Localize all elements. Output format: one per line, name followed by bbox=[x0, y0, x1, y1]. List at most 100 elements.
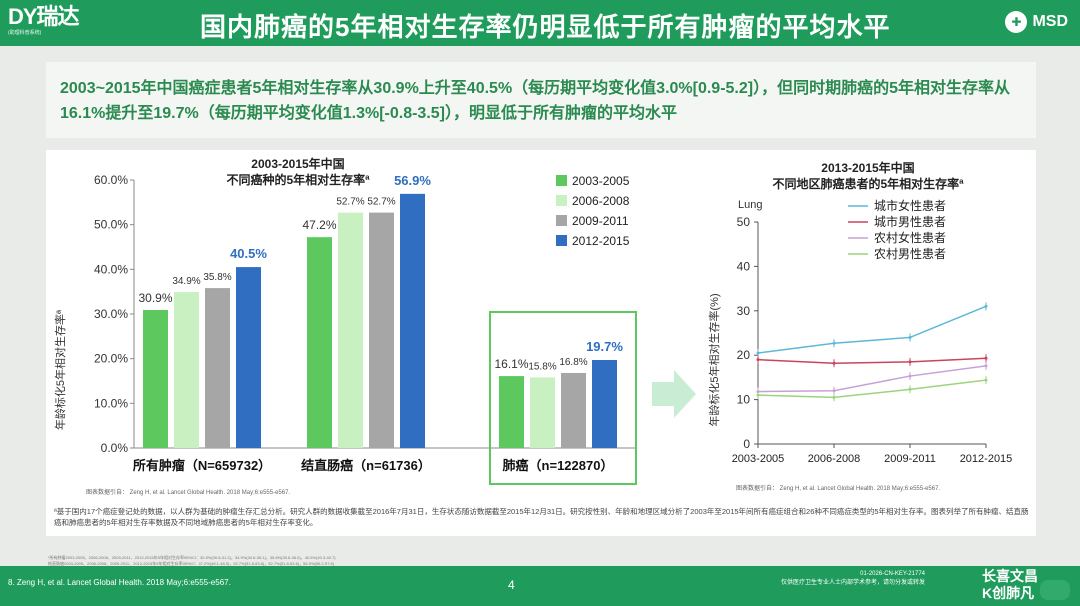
bar-chart-data-label: 52.7% bbox=[336, 197, 364, 208]
footer-bar: 8. Zeng H, et al. Lancet Global Health. … bbox=[0, 566, 1080, 606]
line-chart-legend-label: 城市女性患者 bbox=[874, 198, 946, 213]
line-chart-point bbox=[984, 356, 988, 360]
bar-chart-bar bbox=[530, 377, 555, 448]
app-logo[interactable]: DY瑞达 (助理科普系统) bbox=[8, 6, 88, 42]
line-chart-point bbox=[832, 389, 836, 393]
line-chart-point bbox=[756, 393, 760, 397]
line-chart-point bbox=[984, 304, 988, 308]
line-chart-point bbox=[908, 387, 912, 391]
bar-chart-data-label: 47.2% bbox=[302, 218, 336, 232]
bar-chart-bar bbox=[338, 212, 363, 448]
charts-svg: 2003-2015年中国 不同癌种的5年相对生存率ª 0.0% 10.0% 20.0… bbox=[53, 156, 1013, 496]
line-chart-series bbox=[756, 302, 988, 402]
bar-chart-legend-label: 2003-2005 bbox=[572, 174, 630, 188]
line-chart-y-tick-label: 50 bbox=[737, 215, 751, 229]
page-title: 国内肺癌的5年相对生存率仍明显低于所有肿瘤的平均水平 bbox=[200, 12, 891, 42]
footer-reference: 8. Zeng H, et al. Lancet Global Health. … bbox=[8, 578, 231, 587]
lung-icon bbox=[1040, 580, 1070, 600]
line-chart-title: 2013-2015年中国 bbox=[821, 160, 914, 175]
bar-chart-y-tick-label: 10.0% bbox=[94, 396, 128, 410]
line-chart-point bbox=[756, 351, 760, 355]
bar-chart-data-label: 19.7% bbox=[586, 339, 623, 354]
line-chart-point bbox=[908, 335, 912, 339]
bar-chart-subtitle: 不同癌种的5年相对生存率ª bbox=[226, 172, 370, 187]
line-chart-x-tick-label: 2003-2005 bbox=[732, 453, 785, 465]
bar-chart-legend-label: 2012-2015 bbox=[572, 234, 630, 248]
footnote-text: ª基于国内17个癌症登记处的数据，以人群为基础的肿瘤生存汇总分析。研究人群的数据… bbox=[54, 507, 1029, 527]
logo-text: DY瑞达 bbox=[8, 4, 80, 29]
line-chart-legend-label: 农村男性患者 bbox=[874, 247, 946, 261]
bar-chart-bar bbox=[369, 212, 394, 448]
bar-chart-data-label: 15.8% bbox=[528, 361, 556, 372]
line-chart-legend-label: 农村女性患者 bbox=[874, 230, 946, 245]
bar-chart-legend-label: 2006-2008 bbox=[572, 194, 630, 208]
bar-chart-data-label: 30.9% bbox=[138, 291, 172, 305]
lung-highlight-box bbox=[489, 311, 637, 485]
bar-chart-y-tick-label: 0.0% bbox=[101, 441, 129, 455]
footer-disclaimer: 仅供医疗卫生专业人士内部学术参考，请勿分发或转发 bbox=[780, 580, 925, 586]
line-chart-y-tick-label: 10 bbox=[737, 393, 751, 407]
line-chart-subtitle: 不同地区肺癌患者的5年相对生存率ª bbox=[772, 176, 964, 191]
footer-brand: 长喜文昌 K创肺凡 bbox=[982, 568, 1038, 602]
line-chart-ylabel: 年龄标化5年相对生存率(%) bbox=[707, 293, 721, 426]
small-table-row: *所有肿瘤2003-2005、2006-2008、2009-2011、2012-… bbox=[48, 555, 336, 560]
bar-chart-bar bbox=[236, 267, 261, 448]
footer-code: 01-2026-CN-KEY-21774 仅供医疗卫生专业人士内部学术参考，请勿… bbox=[775, 570, 925, 588]
bar-chart-data-label: 34.9% bbox=[172, 276, 200, 287]
bar-chart-ylabel: 年龄标化5年相对生存率ª bbox=[53, 309, 67, 430]
header-bar: DY瑞达 (助理科普系统) 国内肺癌的5年相对生存率仍明显低于所有肿瘤的平均水平… bbox=[0, 0, 1080, 46]
line-chart-annotation: Lung bbox=[738, 199, 762, 211]
bar-chart-bars bbox=[143, 193, 617, 448]
bar-chart-source: 图表数据引自： Zeng H, et al. Lancet Global Hea… bbox=[86, 488, 290, 496]
bar-chart-y-ticks: 0.0% 10.0% 20.0% 30.0% 40.0% 50.0% 60.0% bbox=[94, 173, 134, 455]
bar-chart-title: 2003-2015年中国 bbox=[251, 156, 344, 171]
bar-chart-data-label: 16.1% bbox=[494, 357, 528, 371]
bar-chart-bar bbox=[561, 372, 586, 448]
footer-brand-line2: K创肺凡 bbox=[982, 585, 1035, 601]
footer-brand-line1: 长喜文昌 bbox=[982, 568, 1038, 584]
bar-chart-legend-swatch bbox=[556, 235, 567, 246]
bar-chart-bar bbox=[143, 309, 168, 448]
line-chart-series-line bbox=[757, 357, 987, 364]
summary-text: 2003~2015年中国癌症患者5年相对生存率从30.9%上升至40.5%（每历… bbox=[60, 80, 1011, 122]
line-chart-y-tick-label: 20 bbox=[737, 348, 751, 362]
bar-chart-bar bbox=[592, 360, 617, 448]
line-chart-y-tick-label: 0 bbox=[743, 437, 750, 451]
bar-chart-legend-swatch bbox=[556, 195, 567, 206]
bar-chart-y-tick-label: 30.0% bbox=[94, 307, 128, 321]
bar-chart-bar bbox=[307, 237, 332, 448]
bar-chart-y-tick-label: 60.0% bbox=[94, 173, 128, 187]
summary-box: 2003~2015年中国癌症患者5年相对生存率从30.9%上升至40.5%（每历… bbox=[46, 62, 1036, 138]
charts-panel: 2003-2015年中国 不同癌种的5年相对生存率ª 0.0% 10.0% 20.0… bbox=[46, 150, 1036, 536]
page-number: 4 bbox=[508, 578, 515, 592]
msd-logo: ✚ MSD bbox=[1005, 11, 1068, 33]
line-chart-source: 图表数据引自： Zeng H, et al. Lancet Global Hea… bbox=[736, 484, 940, 492]
line-chart-point bbox=[832, 395, 836, 399]
bar-chart-category-label: 结直肠癌（n=61736） bbox=[301, 458, 431, 473]
line-chart-x-tick-label: 2006-2008 bbox=[808, 453, 861, 465]
bar-chart-bar bbox=[499, 376, 524, 448]
bar-chart-data-label: 40.5% bbox=[230, 246, 267, 261]
bar-chart-legend: 2003-2005 2006-2008 2009-2011 2012-2015 bbox=[556, 174, 630, 248]
line-chart-point bbox=[756, 358, 760, 362]
bar-chart-y-tick-label: 20.0% bbox=[94, 352, 128, 366]
arrow-icon bbox=[652, 370, 696, 418]
line-chart-series-line bbox=[757, 379, 987, 399]
line-chart-axis: 0 10 20 30 40 50 2003-2005 2006-2008 2009-2011 20… bbox=[732, 215, 1013, 465]
bar-chart-legend-label: 2009-2011 bbox=[572, 214, 629, 228]
line-chart-legend-label: 城市男性患者 bbox=[874, 214, 946, 229]
bar-chart-categories: 所有肿瘤（N=659732） 结直肠癌（n=61736） 肺癌（n=122870） bbox=[133, 458, 614, 473]
bar-chart-bar bbox=[205, 288, 230, 448]
msd-circle-icon: ✚ bbox=[1005, 11, 1028, 33]
line-chart-point bbox=[908, 360, 912, 364]
bar-chart-category-label: 所有肿瘤（N=659732） bbox=[133, 458, 271, 473]
bar-chart-legend-swatch bbox=[556, 215, 567, 226]
msd-text: MSD bbox=[1032, 13, 1068, 30]
line-chart-series-line bbox=[757, 305, 987, 354]
line-chart-y-tick-label: 30 bbox=[737, 304, 751, 318]
bar-chart-data-label: 16.8% bbox=[559, 357, 587, 368]
small-table-row: 结直肠癌2003-2005、2006-2008、2009-2011、2012-2… bbox=[48, 561, 335, 566]
bar-chart-data-label: 35.8% bbox=[203, 272, 231, 283]
bar-chart-category-label: 肺癌（n=122870） bbox=[503, 458, 614, 473]
